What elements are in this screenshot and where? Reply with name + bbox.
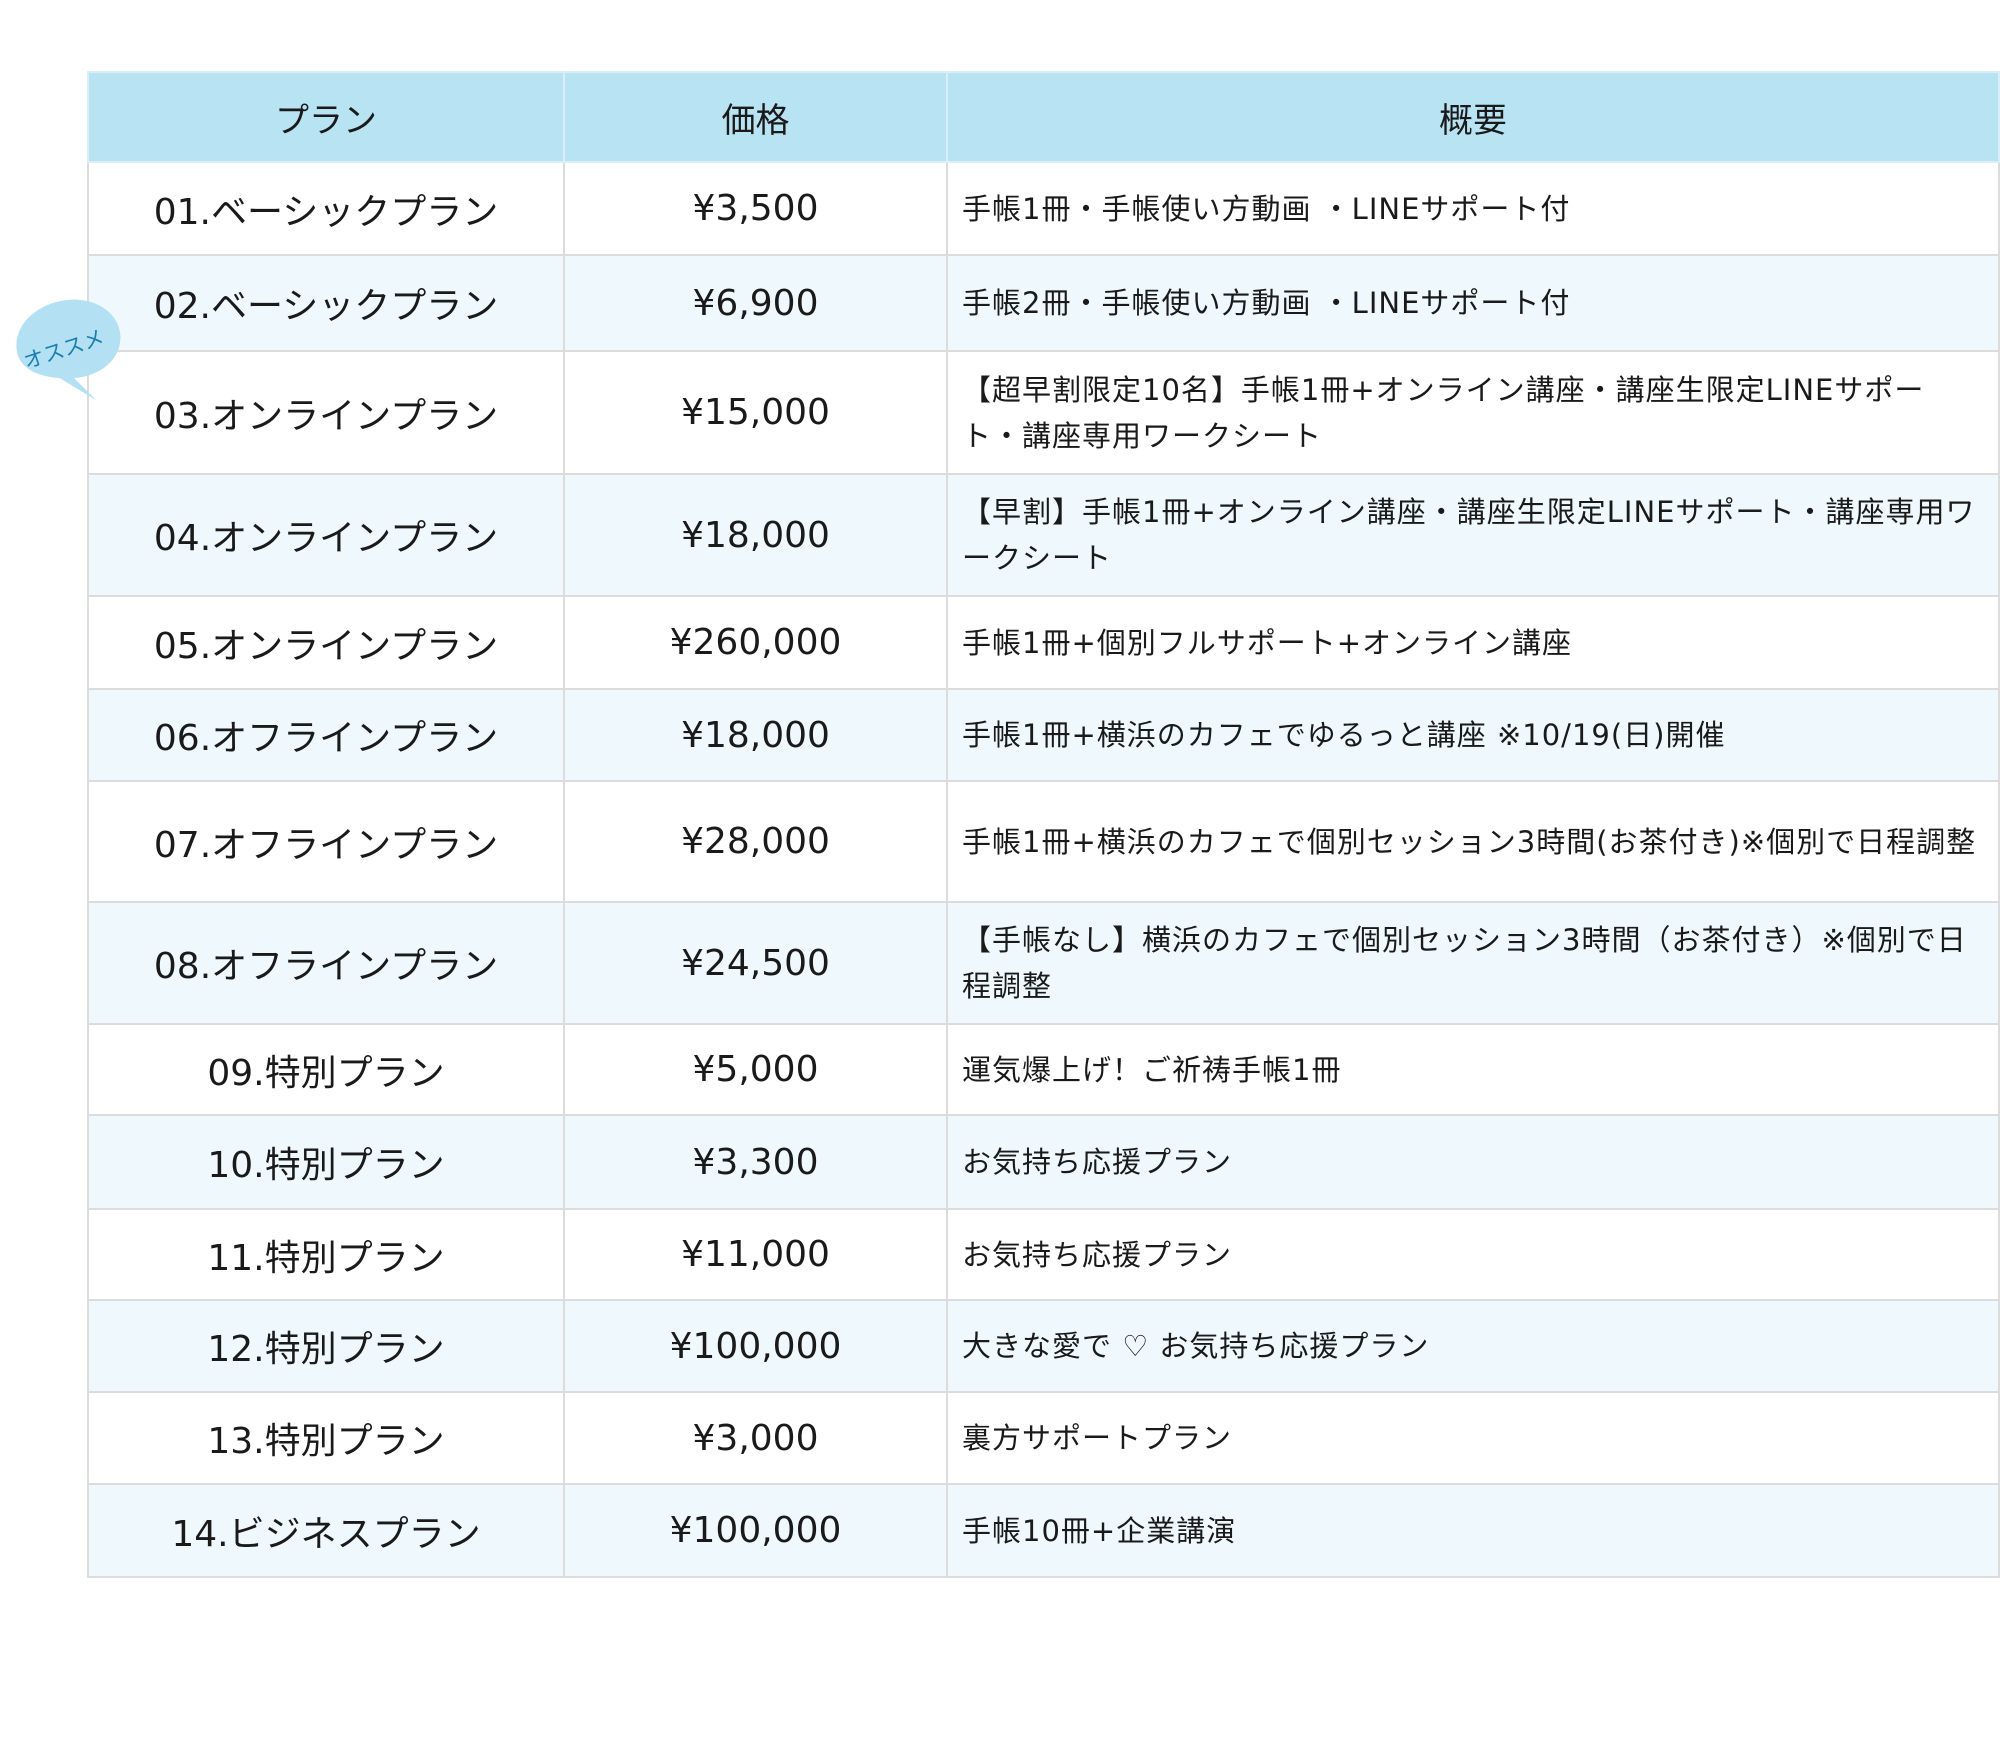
- summary-cell: 手帳1冊+横浜のカフェで個別セッション3時間(お茶付き)※個別で日程調整: [946, 780, 2000, 903]
- price-cell: ¥3,300: [563, 1114, 948, 1210]
- summary-cell: 裏方サポートプラン: [946, 1391, 2000, 1485]
- price-cell: ¥6,900: [563, 254, 948, 352]
- summary-cell: 手帳2冊・手帳使い方動画 ・LINEサポート付: [946, 254, 2000, 352]
- plan-cell: 04.オンラインプラン: [87, 473, 565, 597]
- plan-cell: 08.オフラインプラン: [87, 901, 565, 1025]
- price-cell: ¥28,000: [563, 780, 948, 903]
- table-row: 11.特別プラン ¥11,000 お気持ち応援プラン: [87, 1208, 2000, 1301]
- summary-cell: 手帳1冊+横浜のカフェでゆるっと講座 ※10/19(日)開催: [946, 688, 2000, 782]
- summary-cell: 【手帳なし】横浜のカフェで個別セッション3時間（お茶付き）※個別で日程調整: [946, 901, 2000, 1025]
- summary-cell: 手帳1冊・手帳使い方動画 ・LINEサポート付: [946, 161, 2000, 256]
- plan-cell: 06.オフラインプラン: [87, 688, 565, 782]
- table-row: 02.ベーシックプラン ¥6,900 手帳2冊・手帳使い方動画 ・LINEサポート付: [87, 254, 2000, 352]
- summary-cell: 運気爆上げ！ご祈祷手帳1冊: [946, 1023, 2000, 1116]
- plan-cell: 11.特別プラン: [87, 1208, 565, 1301]
- plan-cell: 07.オフラインプラン: [87, 780, 565, 903]
- plan-cell: 05.オンラインプラン: [87, 595, 565, 690]
- price-cell: ¥15,000: [563, 350, 948, 475]
- price-cell: ¥100,000: [563, 1299, 948, 1393]
- header-price: 価格: [563, 71, 948, 163]
- summary-cell: 【超早割限定10名】手帳1冊+オンライン講座・講座生限定LINEサポート・講座専…: [946, 350, 2000, 475]
- recommend-badge: オススメ: [16, 299, 121, 401]
- header-summary: 概要: [946, 71, 2000, 163]
- table-row: 06.オフラインプラン ¥18,000 手帳1冊+横浜のカフェでゆるっと講座 ※10…: [87, 688, 2000, 782]
- price-cell: ¥18,000: [563, 473, 948, 597]
- header-plan: プラン: [87, 71, 565, 163]
- plan-cell: 09.特別プラン: [87, 1023, 565, 1116]
- price-cell: ¥100,000: [563, 1483, 948, 1578]
- plan-cell: 12.特別プラン: [87, 1299, 565, 1393]
- plan-cell: 03.オンラインプラン: [87, 350, 565, 475]
- table-row: 05.オンラインプラン ¥260,000 手帳1冊+個別フルサポート+オンライン講座: [87, 595, 2000, 690]
- plan-cell: 01.ベーシックプラン: [87, 161, 565, 256]
- plan-cell: 10.特別プラン: [87, 1114, 565, 1210]
- table-row: 03.オンラインプラン ¥15,000 【超早割限定10名】手帳1冊+オンライン講座…: [87, 350, 2000, 475]
- plan-cell: 02.ベーシックプラン: [87, 254, 565, 352]
- plan-price-table: プラン 価格 概要 01.ベーシックプラン ¥3,500 手帳1冊・手帳使い方動画 …: [87, 71, 2000, 1578]
- table-row: 01.ベーシックプラン ¥3,500 手帳1冊・手帳使い方動画 ・LINEサポート付: [87, 161, 2000, 256]
- summary-cell: 手帳1冊+個別フルサポート+オンライン講座: [946, 595, 2000, 690]
- plan-cell: 14.ビジネスプラン: [87, 1483, 565, 1578]
- table-row: 13.特別プラン ¥3,000 裏方サポートプラン: [87, 1391, 2000, 1485]
- table-row: 14.ビジネスプラン ¥100,000 手帳10冊+企業講演: [87, 1483, 2000, 1578]
- table-row: 08.オフラインプラン ¥24,500 【手帳なし】横浜のカフェで個別セッション3時…: [87, 901, 2000, 1025]
- price-cell: ¥3,500: [563, 161, 948, 256]
- summary-cell: お気持ち応援プラン: [946, 1208, 2000, 1301]
- price-cell: ¥24,500: [563, 901, 948, 1025]
- table-row: 10.特別プラン ¥3,300 お気持ち応援プラン: [87, 1114, 2000, 1210]
- table-header: プラン 価格 概要: [87, 71, 2000, 163]
- price-cell: ¥18,000: [563, 688, 948, 782]
- table-row: 12.特別プラン ¥100,000 大きな愛で ♡ お気持ち応援プラン: [87, 1299, 2000, 1393]
- price-cell: ¥3,000: [563, 1391, 948, 1485]
- speech-bubble-shape: [16, 299, 121, 401]
- table-row: 07.オフラインプラン ¥28,000 手帳1冊+横浜のカフェで個別セッション3時間…: [87, 780, 2000, 903]
- summary-cell: 手帳10冊+企業講演: [946, 1483, 2000, 1578]
- price-cell: ¥5,000: [563, 1023, 948, 1116]
- summary-cell: 大きな愛で ♡ お気持ち応援プラン: [946, 1299, 2000, 1393]
- price-cell: ¥260,000: [563, 595, 948, 690]
- summary-cell: 【早割】手帳1冊+オンライン講座・講座生限定LINEサポート・講座専用ワークシー…: [946, 473, 2000, 597]
- price-cell: ¥11,000: [563, 1208, 948, 1301]
- summary-cell: お気持ち応援プラン: [946, 1114, 2000, 1210]
- table-row: 09.特別プラン ¥5,000 運気爆上げ！ご祈祷手帳1冊: [87, 1023, 2000, 1116]
- plan-cell: 13.特別プラン: [87, 1391, 565, 1485]
- table-row: 04.オンラインプラン ¥18,000 【早割】手帳1冊+オンライン講座・講座生限定…: [87, 473, 2000, 597]
